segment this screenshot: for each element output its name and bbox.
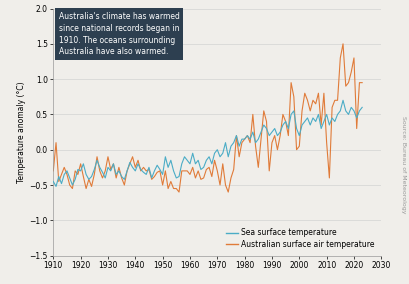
Sea surface temperature [359,106,364,109]
Text: Australia's climate has warmed
since national records began in
1910. The oceans : Australia's climate has warmed since nat… [58,12,179,57]
Australian surface air temperature [51,169,56,173]
Sea surface temperature [141,171,146,174]
Line: Australian surface air temperature: Australian surface air temperature [53,44,361,192]
Sea surface temperature [288,113,293,116]
Australian surface air temperature [86,178,91,181]
Australian surface air temperature [340,42,345,45]
Sea surface temperature [173,176,178,180]
Australian surface air temperature [138,169,143,173]
Text: Source: Bureau of Meteorology: Source: Bureau of Meteorology [400,116,405,214]
Sea surface temperature [51,180,56,183]
Australian surface air temperature [252,145,257,148]
Australian surface air temperature [288,81,293,84]
Sea surface temperature [89,175,94,178]
Australian surface air temperature [171,187,175,190]
Australian surface air temperature [359,81,364,84]
Sea surface temperature [138,168,143,171]
Sea surface temperature [252,141,257,144]
Australian surface air temperature [135,158,140,162]
Australian surface air temperature [176,190,181,194]
Y-axis label: Temperature anomaly (°C): Temperature anomaly (°C) [18,81,27,183]
Line: Sea surface temperature: Sea surface temperature [53,100,361,186]
Sea surface temperature [54,185,58,188]
Sea surface temperature [340,99,345,102]
Legend: Sea surface temperature, Australian surface air temperature: Sea surface temperature, Australian surf… [223,225,377,252]
